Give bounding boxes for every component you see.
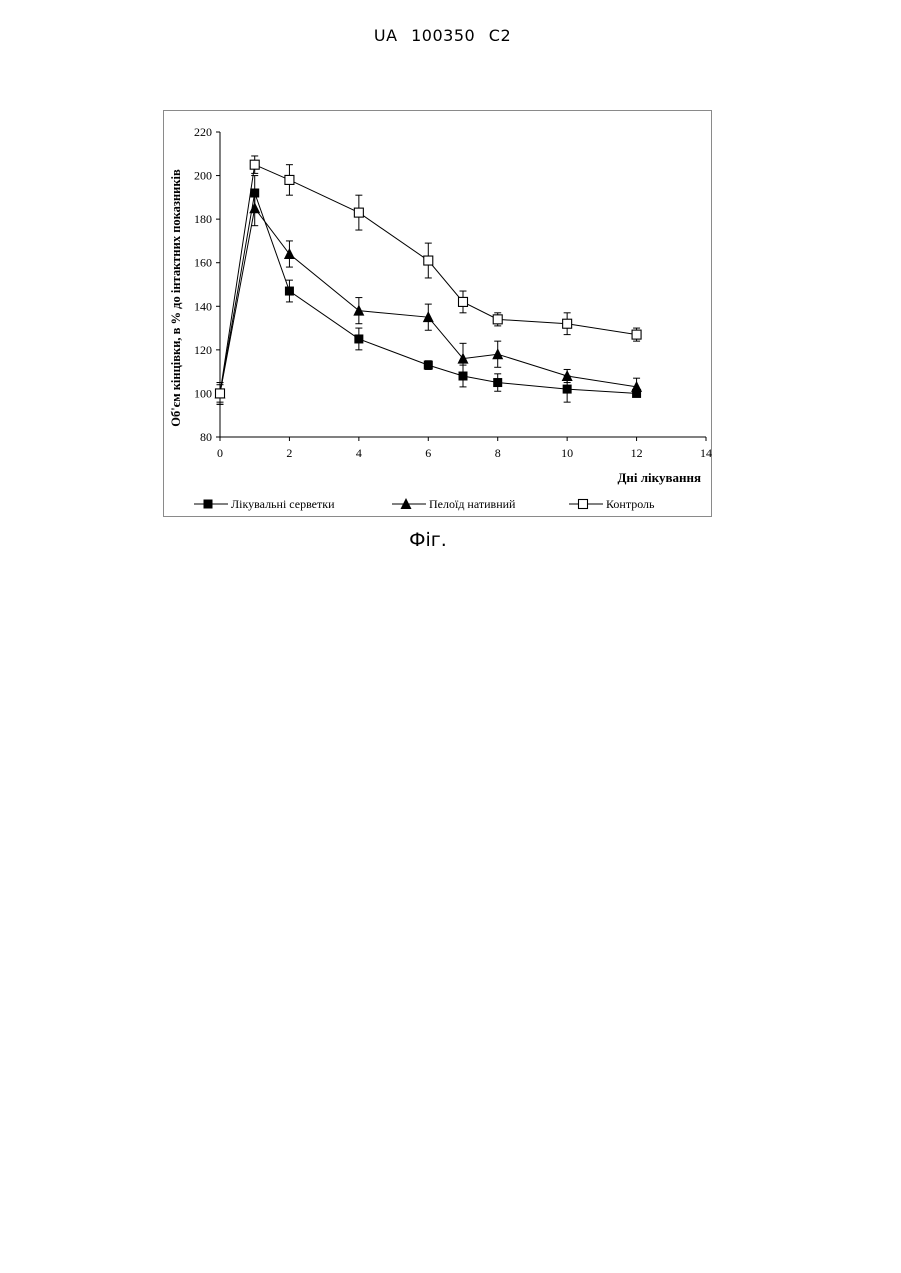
document-header: UA 100350 C2 (0, 26, 885, 45)
data-point (353, 305, 364, 316)
y-tick-label: 100 (194, 386, 212, 400)
x-tick-label: 6 (425, 446, 431, 460)
data-point (424, 256, 433, 265)
x-tick-label: 10 (561, 446, 573, 460)
data-point (562, 370, 573, 381)
legend-marker (204, 500, 213, 509)
x-tick-label: 2 (286, 446, 292, 460)
data-point (563, 319, 572, 328)
y-tick-label: 80 (200, 430, 212, 444)
series-2 (215, 191, 643, 402)
data-point (424, 361, 433, 370)
legend-entry-2: Пелоїд нативний (392, 497, 516, 511)
data-point (459, 297, 468, 306)
legend-entry-1: Лікувальні серветки (194, 497, 335, 511)
series-1 (216, 176, 642, 405)
legend-marker (579, 500, 588, 509)
series-line (220, 165, 637, 394)
figure-caption: Фіг. (0, 529, 856, 551)
data-point (285, 175, 294, 184)
figure-frame: Об'єм кінцівки, в % до інтактних показни… (163, 110, 712, 517)
y-tick-label: 220 (194, 125, 212, 139)
y-tick-label: 180 (194, 212, 212, 226)
data-point (250, 160, 259, 169)
y-axis-title: Об'єм кінцівки, в % до інтактних показни… (169, 169, 183, 427)
y-tick-label: 160 (194, 256, 212, 270)
data-point (493, 315, 502, 324)
data-point (285, 287, 294, 296)
legend-label: Контроль (606, 497, 655, 511)
legend-entry-3: Контроль (569, 497, 655, 511)
y-tick-label: 120 (194, 343, 212, 357)
data-point (632, 330, 641, 339)
x-tick-label: 4 (356, 446, 362, 460)
x-tick-label: 12 (631, 446, 643, 460)
data-point (354, 334, 363, 343)
data-point (354, 208, 363, 217)
x-tick-label: 0 (217, 446, 223, 460)
x-tick-label: 14 (700, 446, 712, 460)
y-tick-label: 140 (194, 299, 212, 313)
legend-label: Лікувальні серветки (231, 497, 335, 511)
data-point (216, 389, 225, 398)
x-axis-title: Дні лікування (617, 470, 701, 485)
data-point (563, 385, 572, 394)
data-point (493, 378, 502, 387)
data-point (492, 348, 503, 359)
y-tick-label: 200 (194, 169, 212, 183)
x-tick-label: 8 (495, 446, 501, 460)
legend-label: Пелоїд нативний (429, 497, 516, 511)
line-chart: Об'єм кінцівки, в % до інтактних показни… (164, 111, 713, 518)
